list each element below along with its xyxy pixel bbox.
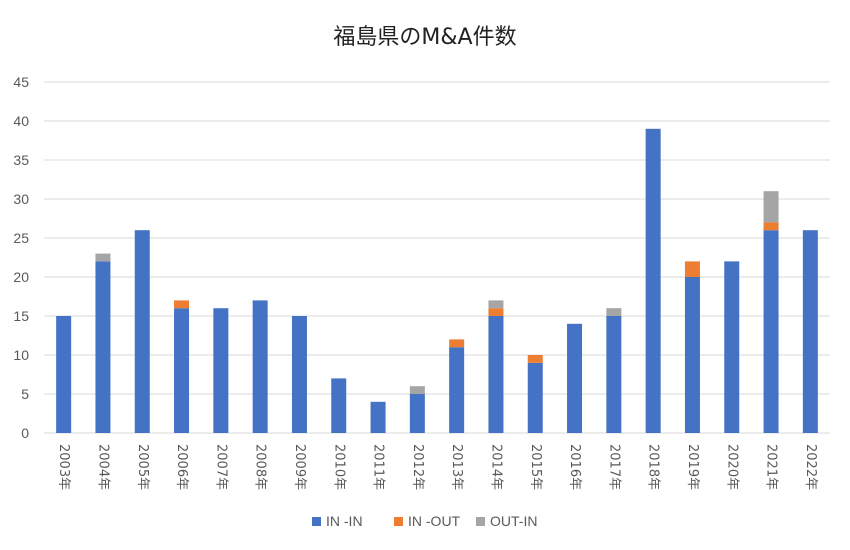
y-tick-label: 20	[13, 269, 29, 285]
bar-segment-1-18	[724, 261, 740, 433]
y-tick-label: 15	[13, 308, 29, 324]
bar-segment-1-1	[56, 316, 72, 433]
bar-segment-1-13	[527, 362, 543, 433]
x-tick-label: 2017年	[606, 444, 621, 490]
x-tick-label: 2003年	[56, 444, 71, 490]
x-tick-label: 2018年	[646, 444, 661, 490]
y-tick-label: 5	[21, 386, 29, 402]
legend: IN -IN IN -OUT OUT-IN	[312, 513, 537, 529]
legend-label-2: IN -OUT	[408, 513, 461, 529]
x-tick-label: 2019年	[685, 444, 700, 490]
bar-segment-1-2	[95, 261, 111, 433]
x-tick-label: 2007年	[213, 444, 228, 490]
chart-title: 福島県のM&A件数	[333, 25, 516, 50]
x-tick-label: 2010年	[331, 444, 346, 490]
x-tick-label: 2006年	[174, 444, 189, 490]
bar-segment-1-16	[645, 128, 661, 434]
legend-label-3: OUT-IN	[490, 513, 537, 529]
x-tick-label: 2008年	[253, 444, 268, 490]
bar-segment-1-15	[606, 316, 622, 433]
y-tick-label: 40	[13, 113, 29, 129]
x-tick-label: 2013年	[449, 444, 464, 490]
bar-segment-3-12	[488, 300, 504, 309]
bar-segment-3-15	[606, 308, 622, 316]
legend-swatch-3	[476, 517, 485, 526]
bar-segment-1-5	[213, 308, 229, 433]
bar-segment-3-10	[409, 386, 425, 394]
legend-swatch-1	[312, 517, 321, 526]
bar-segment-1-7	[291, 316, 307, 433]
bar-segment-2-13	[527, 355, 543, 363]
bar-segment-2-17	[684, 261, 700, 277]
x-tick-label: 2011年	[371, 444, 386, 490]
x-tick-label: 2004年	[95, 444, 110, 490]
bar-segment-1-3	[134, 230, 150, 433]
bar-segment-2-12	[488, 308, 504, 316]
gridlines	[44, 81, 830, 434]
y-tick-label: 30	[13, 191, 29, 207]
legend-swatch-2	[394, 517, 403, 526]
x-tick-label: 2009年	[292, 444, 307, 490]
bar-segment-1-17	[684, 277, 700, 433]
bar-segment-1-20	[802, 230, 818, 433]
bar-segment-2-4	[174, 300, 190, 309]
x-tick-label: 2005年	[135, 444, 150, 490]
x-axis-ticks: 2003年 2004年 2005年 2006年 2007年 2008年 2009年 2010年…	[56, 444, 818, 490]
x-tick-label: 2020年	[724, 444, 739, 490]
bar-segment-2-19	[763, 222, 779, 231]
bar-segment-1-11	[449, 347, 465, 433]
bars	[56, 128, 818, 434]
bar-segment-1-14	[567, 323, 583, 433]
y-tick-label: 45	[13, 74, 29, 90]
bar-segment-3-19	[763, 191, 779, 223]
y-tick-label: 25	[13, 230, 29, 246]
bar-segment-3-2	[95, 253, 111, 262]
x-tick-label: 2015年	[528, 444, 543, 490]
x-tick-label: 2014年	[488, 444, 503, 490]
bar-segment-1-9	[370, 401, 386, 433]
y-tick-label: 0	[21, 425, 29, 441]
bar-segment-1-6	[252, 300, 268, 433]
y-tick-label: 10	[13, 347, 29, 363]
bar-segment-1-8	[331, 378, 347, 433]
y-tick-label: 35	[13, 152, 29, 168]
bar-segment-1-10	[409, 394, 425, 433]
bar-segment-1-4	[174, 308, 190, 433]
x-tick-label: 2012年	[410, 444, 425, 490]
x-tick-label: 2021年	[764, 444, 779, 490]
bar-segment-2-11	[449, 339, 465, 348]
x-tick-label: 2016年	[567, 444, 582, 490]
bar-segment-1-12	[488, 316, 504, 433]
bar-segment-1-19	[763, 230, 779, 433]
y-axis-ticks: 0 5 10 15 20 25 30 35 40 45	[13, 74, 29, 441]
x-tick-label: 2022年	[803, 444, 818, 490]
legend-label-1: IN -IN	[326, 513, 363, 529]
